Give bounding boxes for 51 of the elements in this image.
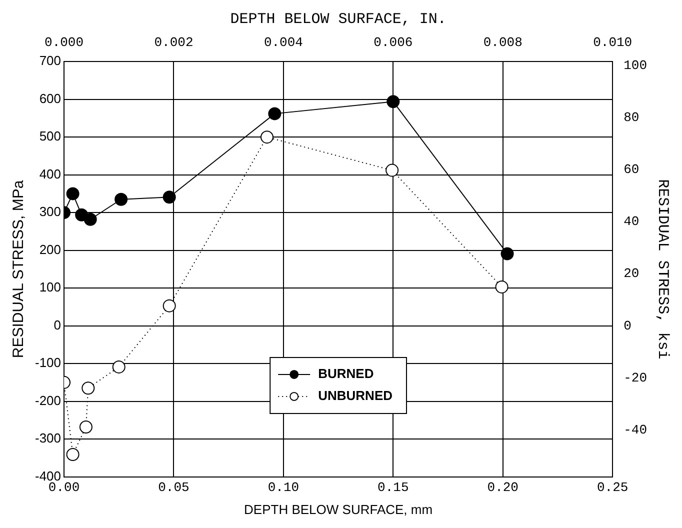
point bbox=[268, 107, 282, 120]
y2-tick-label: 20 bbox=[624, 266, 640, 282]
y-tick-label: 100 bbox=[39, 280, 62, 295]
x2-tick-label: 0.004 bbox=[264, 35, 304, 50]
point bbox=[162, 190, 176, 204]
y2-tick-label: 80 bbox=[624, 110, 640, 126]
legend-label: BURNED bbox=[318, 366, 374, 382]
y-tick-label: 700 bbox=[39, 53, 62, 68]
legend-label: UNBURNED bbox=[318, 388, 393, 404]
y2-tick-label: -20 bbox=[624, 370, 647, 386]
point bbox=[386, 164, 399, 177]
point bbox=[66, 187, 80, 200]
x-tick-label: 0.15 bbox=[378, 480, 409, 496]
point bbox=[112, 360, 126, 374]
y2-tick-label: 100 bbox=[624, 58, 647, 73]
point bbox=[495, 280, 508, 294]
x2-axis-title: DEPTH BELOW SURFACE, IN. bbox=[230, 10, 446, 28]
y-axis-title: RESIDUAL STRESS, MPa bbox=[10, 180, 28, 358]
x-tick-label: 0.20 bbox=[487, 480, 518, 496]
point bbox=[162, 299, 176, 312]
y-tick-label: 400 bbox=[39, 166, 62, 182]
point bbox=[79, 420, 92, 434]
x-tick-label: 0.05 bbox=[158, 480, 190, 496]
y2-tick-label: -40 bbox=[624, 422, 647, 438]
x2-tick-label: 0.006 bbox=[374, 35, 413, 50]
x2-tick-label: 0.008 bbox=[483, 35, 522, 50]
y-tick-label: -100 bbox=[34, 355, 62, 370]
y-tick-label: 200 bbox=[39, 242, 62, 257]
point bbox=[84, 212, 97, 226]
x-tick-label: 0.10 bbox=[268, 480, 300, 496]
x2-tick-label: 0.002 bbox=[154, 35, 194, 50]
x-tick-label: 0.25 bbox=[596, 480, 628, 496]
y-tick-label: 600 bbox=[39, 90, 62, 106]
point bbox=[386, 95, 400, 108]
y2-tick-label: 40 bbox=[624, 214, 640, 230]
y-tick-label: -300 bbox=[34, 430, 62, 446]
y-tick-label: 300 bbox=[39, 204, 62, 220]
x-axis-title: DEPTH BELOW SURFACE, mm bbox=[244, 502, 433, 517]
y-tick-label: 500 bbox=[39, 128, 62, 144]
x2-tick-label: 0.010 bbox=[593, 35, 632, 50]
y-tick-label: -200 bbox=[34, 392, 62, 408]
y-tick-label: 0 bbox=[54, 317, 62, 332]
point bbox=[114, 192, 128, 206]
x2-tick-label: 0.000 bbox=[44, 35, 84, 50]
point bbox=[82, 382, 95, 395]
point bbox=[500, 247, 514, 260]
y2-axis-title: RESIDUAL STRESS, ksi bbox=[654, 179, 672, 360]
y2-tick-label: 60 bbox=[624, 162, 640, 178]
point bbox=[260, 130, 274, 144]
point bbox=[66, 448, 80, 462]
y2-tick-label: 0 bbox=[624, 318, 632, 334]
